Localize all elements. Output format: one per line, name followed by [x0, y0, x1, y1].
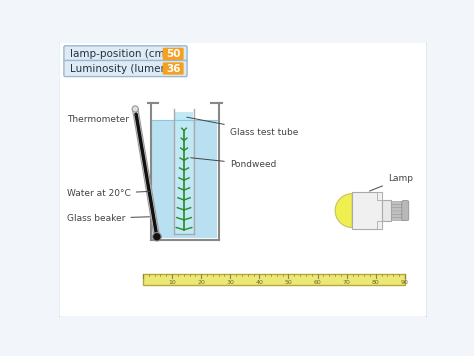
- Text: Luminosity (lumens): Luminosity (lumens): [70, 63, 177, 74]
- Text: 70: 70: [343, 281, 351, 286]
- FancyBboxPatch shape: [64, 61, 187, 77]
- Text: Water at 20°C: Water at 20°C: [67, 189, 149, 198]
- Bar: [391, 211, 405, 214]
- Circle shape: [153, 232, 161, 241]
- Circle shape: [132, 106, 138, 112]
- FancyBboxPatch shape: [402, 200, 409, 221]
- Text: Lamp: Lamp: [370, 174, 413, 191]
- Bar: [352, 192, 382, 229]
- Bar: [391, 204, 405, 207]
- Text: 60: 60: [314, 281, 321, 286]
- Text: Pondweed: Pondweed: [191, 158, 276, 169]
- Bar: [391, 217, 405, 220]
- Bar: [391, 207, 405, 210]
- Text: 50: 50: [166, 49, 181, 59]
- FancyBboxPatch shape: [163, 48, 183, 60]
- Text: 30: 30: [226, 281, 234, 286]
- FancyBboxPatch shape: [163, 62, 183, 75]
- Text: 10: 10: [168, 281, 176, 286]
- Polygon shape: [133, 109, 160, 237]
- Text: 40: 40: [255, 281, 264, 286]
- Bar: [175, 112, 193, 234]
- Text: 36: 36: [166, 63, 181, 74]
- Text: 90: 90: [401, 281, 409, 286]
- Bar: [377, 221, 382, 229]
- FancyBboxPatch shape: [58, 42, 428, 318]
- Bar: [143, 274, 405, 284]
- Text: lamp-position (cm): lamp-position (cm): [70, 49, 169, 59]
- Text: Glass beaker: Glass beaker: [67, 214, 149, 223]
- Text: Thermometer: Thermometer: [67, 115, 136, 124]
- Bar: [377, 192, 382, 200]
- Text: 50: 50: [284, 281, 292, 286]
- Text: 80: 80: [372, 281, 380, 286]
- Bar: [152, 120, 218, 238]
- Bar: [391, 200, 405, 204]
- Text: 20: 20: [197, 281, 205, 286]
- Wedge shape: [335, 194, 352, 227]
- Text: Glass test tube: Glass test tube: [187, 117, 298, 137]
- FancyBboxPatch shape: [64, 46, 187, 62]
- Bar: [382, 200, 391, 221]
- Bar: [391, 214, 405, 217]
